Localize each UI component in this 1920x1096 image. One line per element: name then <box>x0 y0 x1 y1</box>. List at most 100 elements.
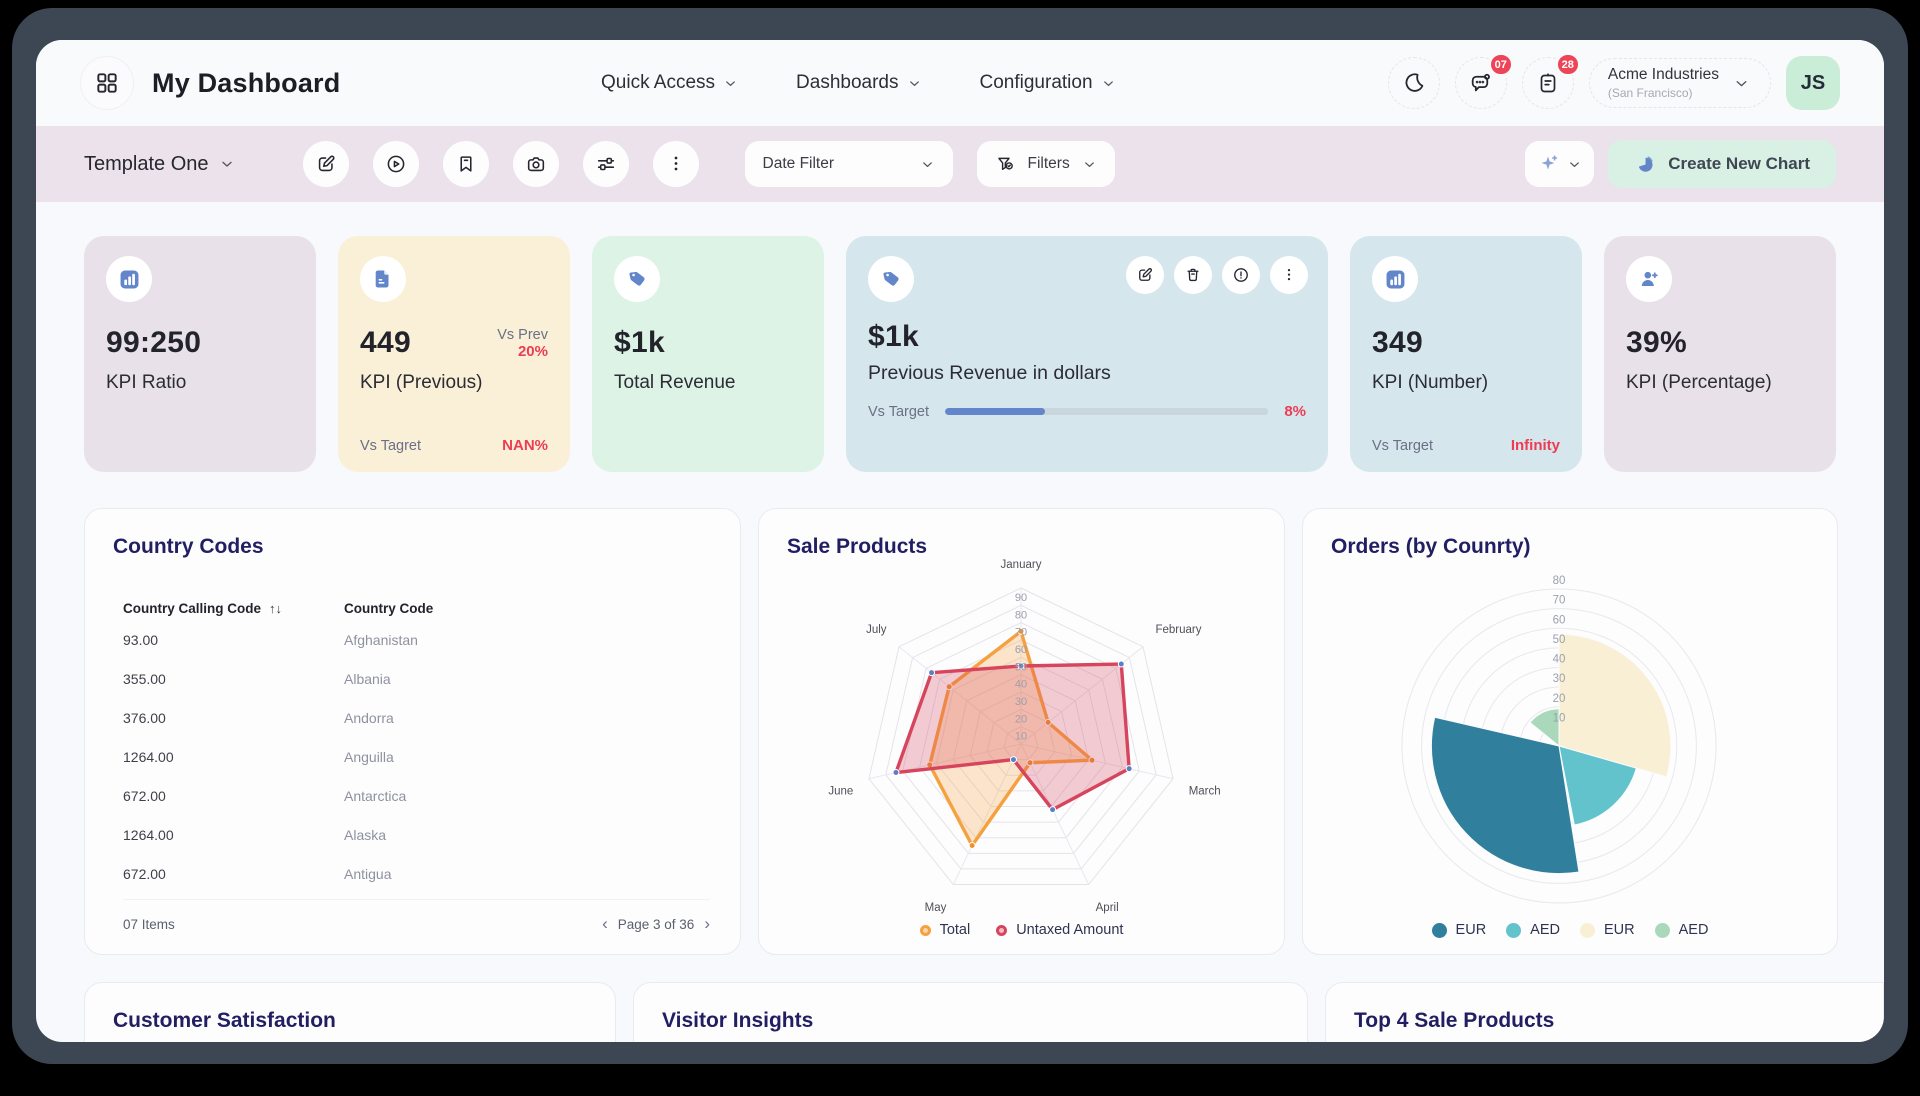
edit-widget-button[interactable] <box>1126 256 1164 294</box>
nav-quick-access[interactable]: Quick Access <box>601 72 738 94</box>
tasks-button[interactable]: 28 <box>1521 53 1580 109</box>
legend-item[interactable]: Untaxed Amount <box>996 922 1123 938</box>
prev-page-icon[interactable]: ‹ <box>602 914 608 933</box>
legend-label: Untaxed Amount <box>1016 922 1124 938</box>
legend-item[interactable]: EUR <box>1431 922 1487 938</box>
svg-text:60: 60 <box>1015 644 1027 656</box>
kpi-value: 349 <box>1372 326 1423 359</box>
alert-circle-icon <box>1234 268 1248 282</box>
legend-item[interactable]: EUR <box>1580 922 1635 938</box>
cell-country: Antigua <box>344 865 392 882</box>
edit-icon <box>1139 268 1152 281</box>
legend-swatch <box>1506 922 1522 938</box>
svg-text:10: 10 <box>1553 712 1566 724</box>
messages-button[interactable]: 07 <box>1454 53 1513 109</box>
filters-dropdown[interactable]: Filters <box>976 141 1115 187</box>
app-menu-button[interactable] <box>80 56 134 110</box>
visitor-insights-card: Visitor Insights <box>633 982 1308 1042</box>
sort-icon[interactable]: ↑↓ <box>269 601 282 616</box>
svg-text:July: July <box>866 624 887 636</box>
svg-text:January: January <box>1001 559 1042 571</box>
trash-icon <box>1187 268 1199 282</box>
country-codes-card: Country Codes Country Calling Code ↑↓ Cou… <box>84 508 741 955</box>
widget-title: Sale Products <box>787 535 928 558</box>
more-options-button[interactable] <box>652 141 699 187</box>
kpi-card-number[interactable]: 349 KPI (Number) Vs Target Infinity <box>1350 236 1582 472</box>
svg-text:60: 60 <box>1553 614 1566 626</box>
legend-swatch <box>1654 922 1670 938</box>
screenshot-button[interactable] <box>512 141 559 187</box>
company-selector[interactable]: Acme Industries (San Francisco) <box>1588 58 1771 108</box>
table-row: 672.00 Antigua <box>123 854 710 893</box>
page-title: My Dashboard <box>152 67 341 98</box>
vs-target-label: Vs Target <box>1372 437 1433 454</box>
bookmark-button[interactable] <box>442 141 489 187</box>
nav-dashboards[interactable]: Dashboards <box>796 72 921 94</box>
layout-settings-button[interactable] <box>582 141 629 187</box>
customer-satisfaction-card: Customer Satisfaction <box>84 982 616 1042</box>
bottom-widgets-row: Customer Satisfaction Visitor Insights T… <box>84 982 1884 1042</box>
country-table-body: 93.00 Afghanistan 355.00 Albania 376.00 Andor… <box>123 620 710 893</box>
edit-dashboard-button[interactable] <box>302 141 349 187</box>
table-row: 1264.00 Alaska <box>123 815 710 854</box>
play-circle-icon <box>387 155 404 173</box>
kpi-value: $1k <box>868 320 919 353</box>
sale-products-card: Sale Products 90 80 70 60 50 40 30 20 10 January F… <box>758 508 1285 955</box>
column-header-country-code[interactable]: Country Code <box>344 601 434 616</box>
kpi-value: $1k <box>614 326 665 359</box>
top-4-sale-products-card: Top 4 Sale Products <box>1325 982 1884 1042</box>
kpi-card-percentage[interactable]: 39% KPI (Percentage) <box>1604 236 1836 472</box>
widget-title: Customer Satisfaction <box>113 1009 336 1032</box>
svg-text:March: March <box>1189 785 1221 797</box>
legend-label: EUR <box>1455 922 1487 938</box>
kpi-value: 99:250 <box>106 326 202 359</box>
table-row: 93.00 Afghanistan <box>123 620 710 659</box>
messages-badge: 07 <box>1488 53 1513 76</box>
column-header-calling-code[interactable]: Country Calling Code ↑↓ <box>123 601 282 616</box>
main-nav: Quick Access Dashboards Configuration <box>601 40 1116 126</box>
cell-country: Anguilla <box>344 748 394 765</box>
widget-menu-button[interactable] <box>1270 256 1308 294</box>
svg-text:70: 70 <box>1015 627 1027 639</box>
create-new-chart-button[interactable]: Create New Chart <box>1608 140 1836 188</box>
table-row: 672.00 Antarctica <box>123 776 710 815</box>
kpi-label: KPI (Previous) <box>360 372 483 393</box>
nav-configuration[interactable]: Configuration <box>980 72 1116 94</box>
kpi-card-previous[interactable]: 449 Vs Prev 20% KPI (Previous) Vs Tagret… <box>338 236 570 472</box>
chevron-down-icon <box>1736 80 1747 86</box>
cell-calling-code: 672.00 <box>123 865 166 882</box>
table-row: 376.00 Andorra <box>123 698 710 737</box>
kpi-label: KPI (Number) <box>1372 372 1489 393</box>
svg-text:90: 90 <box>1015 592 1027 604</box>
kpi-card-revenue[interactable]: $1k Total Revenue <box>592 236 824 472</box>
vs-target-value: 8% <box>1284 403 1306 420</box>
legend-item[interactable]: AED <box>1506 922 1560 938</box>
vs-target-value: NAN% <box>502 437 548 454</box>
bookmark-icon <box>459 156 472 172</box>
svg-text:30: 30 <box>1015 696 1027 708</box>
kpi-card-prev-revenue[interactable]: $1k Previous Revenue in dollars Vs Targe… <box>846 236 1328 472</box>
kpi-card-ratio[interactable]: 99:250 KPI Ratio <box>84 236 316 472</box>
legend-item[interactable]: Total <box>919 922 970 938</box>
svg-text:10: 10 <box>1015 731 1027 743</box>
legend-item[interactable]: AED <box>1654 922 1708 938</box>
cell-country: Antarctica <box>344 787 407 804</box>
svg-text:80: 80 <box>1015 609 1027 621</box>
play-tour-button[interactable] <box>372 141 419 187</box>
ai-assist-dropdown[interactable] <box>1525 141 1595 187</box>
next-page-icon[interactable]: › <box>704 914 710 933</box>
template-selector[interactable]: Template One <box>84 153 235 176</box>
user-avatar[interactable]: JS <box>1786 56 1840 110</box>
date-filter-dropdown[interactable]: Date Filter <box>744 141 953 187</box>
kpi-row: 99:250 KPI Ratio 449 Vs Prev 20% KPI (Pr… <box>84 236 1836 472</box>
delete-widget-button[interactable] <box>1174 256 1212 294</box>
dark-mode-toggle[interactable] <box>1387 57 1440 109</box>
svg-text:80: 80 <box>1553 575 1566 587</box>
table-row: 355.00 Albania <box>123 659 710 698</box>
chevron-down-icon <box>909 80 919 86</box>
svg-text:April: April <box>1096 902 1119 914</box>
widget-info-button[interactable] <box>1222 256 1260 294</box>
cell-country: Alaska <box>344 826 387 843</box>
chevron-down-icon <box>1084 161 1094 167</box>
vs-target-label: Vs Tagret <box>360 437 421 454</box>
